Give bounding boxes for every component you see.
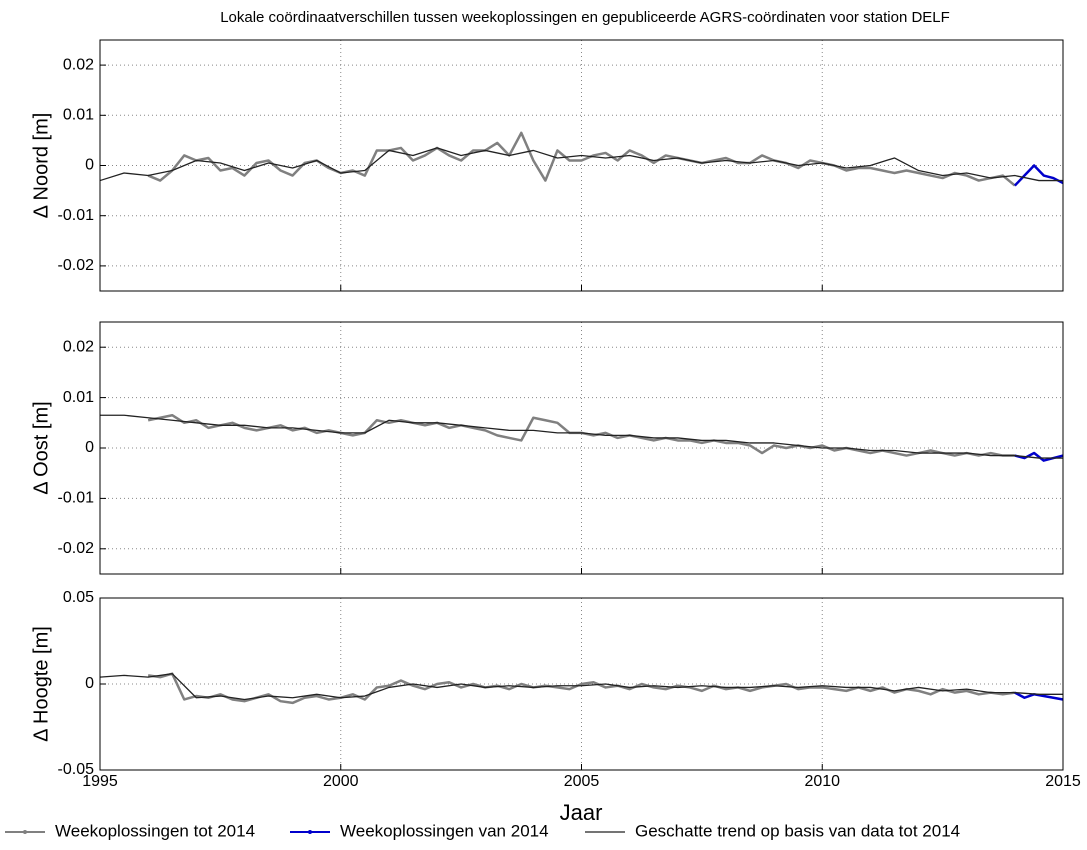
series-line xyxy=(100,414,1063,459)
y-tick-label: 0 xyxy=(85,675,94,692)
plot-frame xyxy=(99,597,1064,771)
y-tick-label: 0.05 xyxy=(63,589,94,606)
legend-marker xyxy=(308,830,312,834)
legend-label: Weekoplossingen van 2014 xyxy=(340,821,549,840)
legend-label: Geschatte trend op basis van data tot 20… xyxy=(635,821,960,840)
y-tick-label: 0.01 xyxy=(63,389,94,406)
x-tick-label: 2005 xyxy=(564,773,600,790)
x-tick-label: 2010 xyxy=(804,773,840,790)
y-tick-label: -0.01 xyxy=(58,490,95,507)
plot-frame xyxy=(99,39,1064,292)
y-tick-label: 0.02 xyxy=(63,338,94,355)
y-axis-label: Δ Noord [m] xyxy=(30,113,52,219)
y-tick-label: 0 xyxy=(85,439,94,456)
y-tick-label: 0.02 xyxy=(63,56,94,73)
y-tick-label: -0.01 xyxy=(58,207,95,224)
y-tick-label: -0.02 xyxy=(58,540,95,557)
series-line xyxy=(147,131,1016,187)
y-tick-label: 0 xyxy=(85,157,94,174)
legend-marker xyxy=(23,830,27,834)
series-line xyxy=(147,672,1016,705)
series-line xyxy=(99,673,1063,701)
plot-frame xyxy=(99,321,1064,575)
x-axis-label: Jaar xyxy=(560,800,603,825)
y-tick-label: 0.01 xyxy=(63,107,94,124)
series-line xyxy=(1014,691,1064,701)
x-tick-label: 1995 xyxy=(82,773,118,790)
y-axis-label: Δ Oost [m] xyxy=(30,401,52,494)
y-tick-label: -0.05 xyxy=(58,761,95,778)
series-line xyxy=(99,147,1063,182)
x-tick-label: 2015 xyxy=(1045,773,1081,790)
legend-label: Weekoplossingen tot 2014 xyxy=(55,821,255,840)
y-tick-label: -0.02 xyxy=(58,257,95,274)
x-tick-label: 2000 xyxy=(323,773,359,790)
figure-title: Lokale coördinaatverschillen tussen week… xyxy=(220,9,950,26)
y-axis-label: Δ Hoogte [m] xyxy=(30,626,52,742)
